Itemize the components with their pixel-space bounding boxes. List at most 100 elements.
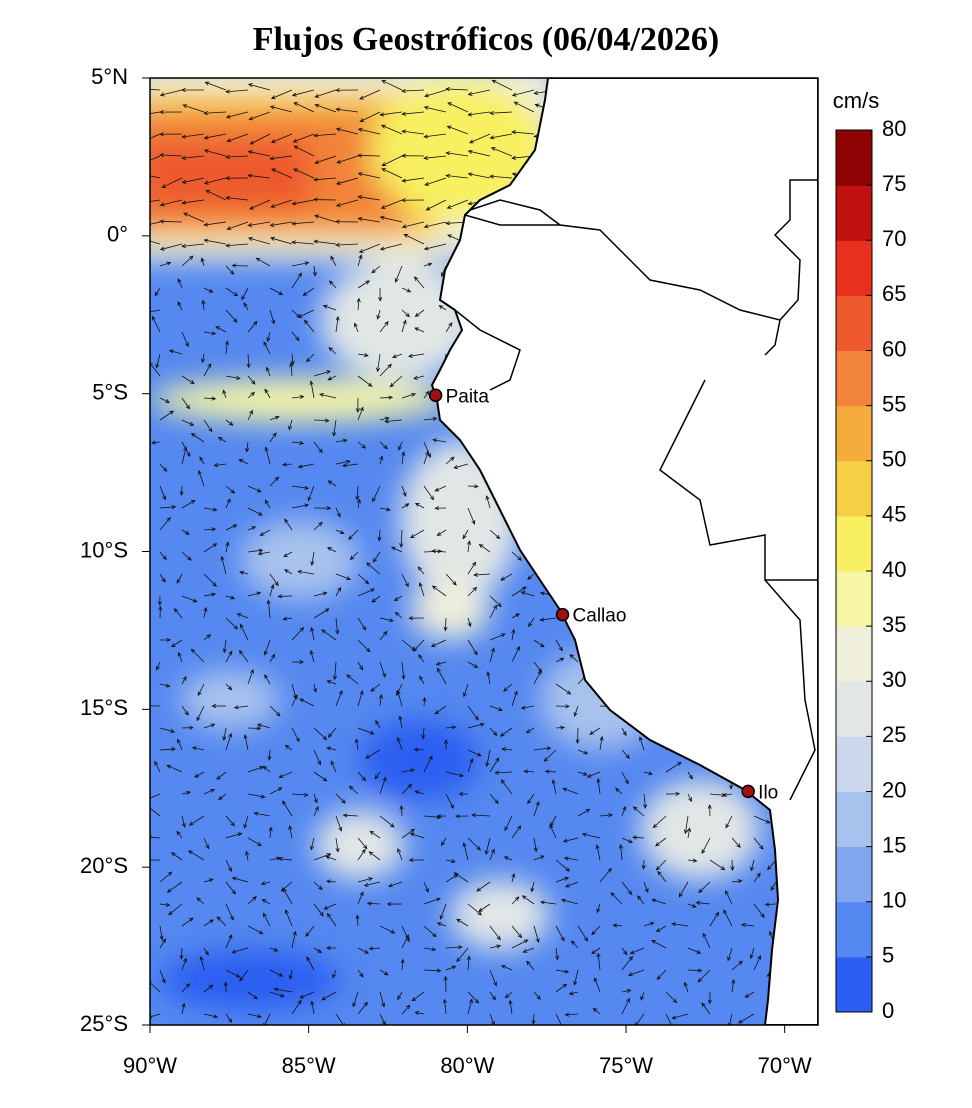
arrow <box>379 395 394 400</box>
arrow <box>181 375 195 385</box>
arrow <box>225 111 249 119</box>
arrow <box>573 969 579 986</box>
arrow <box>423 221 447 229</box>
color-step <box>836 626 872 682</box>
arrow <box>379 416 390 421</box>
arrow <box>397 847 403 861</box>
arrow <box>555 683 572 695</box>
arrow <box>291 394 305 399</box>
arrow <box>439 903 447 920</box>
arrow <box>368 946 381 951</box>
arrow <box>372 485 381 503</box>
arrow <box>181 790 192 795</box>
arrow <box>753 954 761 971</box>
arrow <box>543 749 557 762</box>
arrow <box>610 892 623 905</box>
arrow <box>270 89 293 100</box>
arrow <box>408 616 425 621</box>
arrow <box>284 569 293 575</box>
arrow <box>159 683 171 688</box>
arrow <box>335 529 345 534</box>
arrow <box>181 499 196 509</box>
colorbar-tick-label: 20 <box>882 777 906 802</box>
arrow <box>291 272 302 289</box>
arrow <box>401 111 425 116</box>
arrow <box>641 859 646 870</box>
arrow <box>309 837 315 851</box>
arrow <box>159 152 183 158</box>
title: Flujos Geostróficos (06/04/2026) <box>253 21 720 58</box>
arrow <box>327 480 337 487</box>
arrow <box>225 832 243 839</box>
arrow <box>357 877 374 883</box>
arrow <box>445 173 469 179</box>
arrow <box>357 406 364 421</box>
arrow <box>269 236 293 245</box>
arrow <box>749 947 755 960</box>
arrow <box>269 105 293 113</box>
arrow <box>683 815 689 835</box>
arrow <box>357 127 381 135</box>
arrow <box>291 240 315 245</box>
arrow <box>408 353 425 358</box>
arrow <box>157 595 162 606</box>
arrow <box>168 349 183 355</box>
arrow <box>335 315 340 333</box>
arrow <box>591 925 601 936</box>
arrow <box>243 815 249 829</box>
color-step <box>836 571 872 627</box>
arrow <box>442 998 448 1015</box>
arrow <box>203 1013 219 1019</box>
colorbar-tick-label: 10 <box>882 888 906 913</box>
arrow <box>336 155 359 164</box>
arrow <box>150 199 161 202</box>
arrow <box>356 498 361 509</box>
arrow <box>423 243 447 251</box>
arrow <box>150 133 161 139</box>
arrow <box>222 727 227 741</box>
arrow <box>181 725 194 730</box>
arrow <box>247 391 256 399</box>
arrow <box>527 573 535 580</box>
arrow <box>511 586 527 597</box>
arrow <box>522 947 535 953</box>
arrow <box>247 526 257 531</box>
colorbar-tick-label: 30 <box>882 667 906 692</box>
arrow <box>203 527 217 532</box>
arrow <box>686 827 692 839</box>
arrow <box>335 127 359 135</box>
arrow <box>665 991 678 1004</box>
arrow <box>297 309 315 318</box>
arrow <box>423 755 433 773</box>
arrow <box>379 215 403 223</box>
arrow <box>563 856 579 861</box>
arrow <box>379 243 403 251</box>
arrow <box>562 837 579 843</box>
arrow <box>247 320 258 333</box>
color-step <box>836 846 872 903</box>
arrow <box>203 396 217 401</box>
colorbar-tick-label: 0 <box>882 998 894 1023</box>
arrow <box>335 459 351 465</box>
arrow <box>418 582 425 597</box>
arrow <box>269 969 284 977</box>
arrow <box>177 278 183 289</box>
arrow <box>297 463 315 469</box>
arrow <box>632 806 645 817</box>
arrow <box>467 705 479 721</box>
arrow <box>612 923 623 928</box>
arrow <box>247 507 263 516</box>
arrow <box>181 133 205 139</box>
arrow <box>201 299 206 311</box>
arrow <box>355 397 360 413</box>
arrow <box>161 177 183 188</box>
arrow <box>445 151 469 157</box>
arrow <box>159 969 166 984</box>
arrow <box>632 835 645 840</box>
arrow <box>401 573 409 588</box>
arrow <box>191 746 205 751</box>
arrow <box>570 940 579 949</box>
arrow <box>168 903 183 916</box>
arrow <box>269 787 283 795</box>
arrow <box>687 903 697 908</box>
